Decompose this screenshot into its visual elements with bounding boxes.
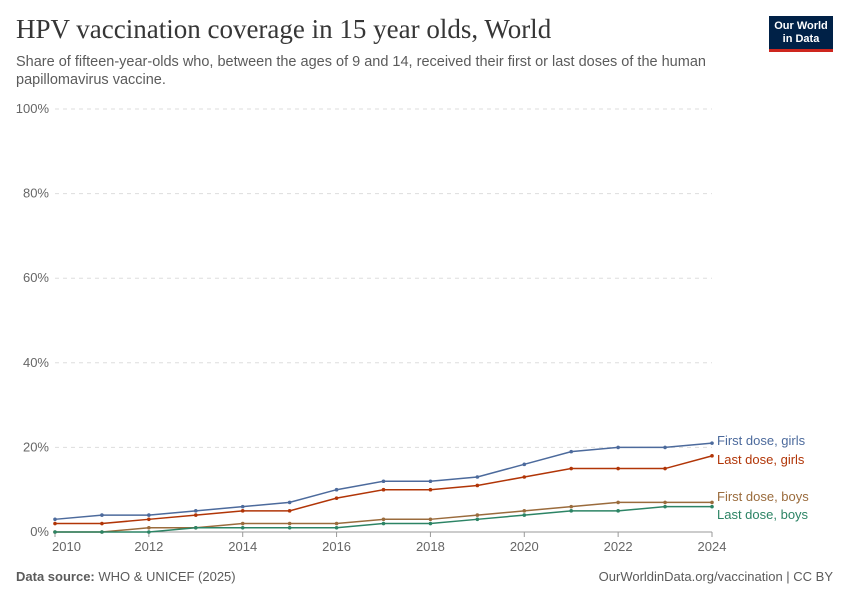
data-point bbox=[193, 513, 198, 517]
data-point bbox=[663, 500, 667, 505]
data-point bbox=[522, 513, 527, 517]
series-label: Last dose, boys bbox=[717, 507, 809, 522]
series-line bbox=[55, 501, 712, 533]
data-point bbox=[334, 521, 339, 526]
y-tick-label: 100% bbox=[16, 101, 50, 116]
data-point bbox=[334, 525, 339, 530]
data-point bbox=[240, 509, 245, 513]
data-point bbox=[147, 513, 151, 517]
x-tick-label: 2014 bbox=[228, 539, 257, 554]
data-point bbox=[381, 521, 386, 526]
data-point bbox=[334, 496, 339, 500]
source-label: Data source: bbox=[16, 569, 95, 584]
data-point bbox=[710, 441, 714, 445]
data-point bbox=[428, 517, 433, 522]
data-point bbox=[240, 521, 245, 526]
data-point bbox=[616, 445, 620, 450]
data-point bbox=[287, 509, 292, 513]
data-point bbox=[710, 500, 714, 505]
data-point bbox=[240, 525, 245, 530]
x-tick-label: 2022 bbox=[604, 539, 633, 554]
data-point bbox=[53, 521, 57, 526]
data-point bbox=[100, 530, 104, 534]
data-point bbox=[428, 487, 433, 492]
y-tick-label: 80% bbox=[23, 186, 49, 201]
data-point bbox=[53, 517, 57, 522]
data-point bbox=[616, 500, 620, 505]
data-point bbox=[663, 504, 667, 509]
data-point bbox=[334, 487, 339, 492]
x-tick-label: 2010 bbox=[52, 539, 81, 554]
data-point bbox=[569, 509, 574, 513]
data-point bbox=[663, 445, 667, 450]
series-label: First dose, boys bbox=[717, 489, 809, 504]
x-tick-label: 2018 bbox=[416, 539, 445, 554]
page-title: HPV vaccination coverage in 15 year olds… bbox=[16, 14, 552, 44]
data-point bbox=[381, 487, 386, 492]
series-label: Last dose, girls bbox=[717, 452, 805, 467]
y-tick-label: 40% bbox=[23, 355, 49, 370]
data-point bbox=[475, 513, 480, 517]
data-point bbox=[475, 483, 480, 488]
data-point bbox=[240, 504, 245, 509]
y-tick-label: 0% bbox=[30, 524, 49, 539]
data-point bbox=[522, 462, 527, 467]
data-point bbox=[710, 504, 714, 509]
y-tick-label: 60% bbox=[23, 270, 49, 285]
data-point bbox=[428, 479, 433, 484]
x-tick-label: 2020 bbox=[510, 539, 539, 554]
y-tick-label: 20% bbox=[23, 439, 49, 454]
x-tick-label: 2016 bbox=[322, 539, 351, 554]
data-point bbox=[287, 521, 292, 526]
data-point bbox=[663, 466, 667, 471]
data-point bbox=[569, 449, 574, 454]
x-tick-label: 2024 bbox=[698, 539, 727, 554]
data-point bbox=[53, 530, 57, 534]
data-point bbox=[475, 475, 480, 479]
source-link[interactable]: WHO & UNICEF (2025) bbox=[98, 569, 236, 584]
series-label: First dose, girls bbox=[717, 433, 806, 448]
data-point bbox=[287, 525, 292, 530]
data-point bbox=[616, 509, 620, 513]
data-point bbox=[100, 521, 104, 526]
data-point bbox=[100, 513, 104, 517]
data-point bbox=[522, 475, 527, 479]
data-point bbox=[710, 454, 714, 458]
page-subtitle: Share of fifteen-year-olds who, between … bbox=[16, 54, 706, 88]
data-point bbox=[147, 517, 151, 522]
credit-link[interactable]: OurWorldinData.org/vaccination | CC BY bbox=[598, 569, 833, 584]
data-point bbox=[147, 530, 151, 534]
data-point bbox=[193, 525, 198, 530]
data-point bbox=[287, 500, 292, 505]
data-point bbox=[522, 509, 527, 513]
data-point bbox=[616, 466, 620, 471]
x-tick-label: 2012 bbox=[134, 539, 163, 554]
data-point bbox=[193, 509, 198, 513]
data-point bbox=[147, 525, 151, 530]
data-point bbox=[428, 521, 433, 526]
data-point bbox=[475, 517, 480, 522]
data-point bbox=[569, 504, 574, 509]
data-source: Data source: WHO & UNICEF (2025) bbox=[16, 569, 236, 584]
data-point bbox=[381, 517, 386, 522]
data-point bbox=[381, 479, 386, 484]
owid-logo[interactable]: Our World in Data bbox=[769, 16, 833, 52]
data-point bbox=[569, 466, 574, 471]
